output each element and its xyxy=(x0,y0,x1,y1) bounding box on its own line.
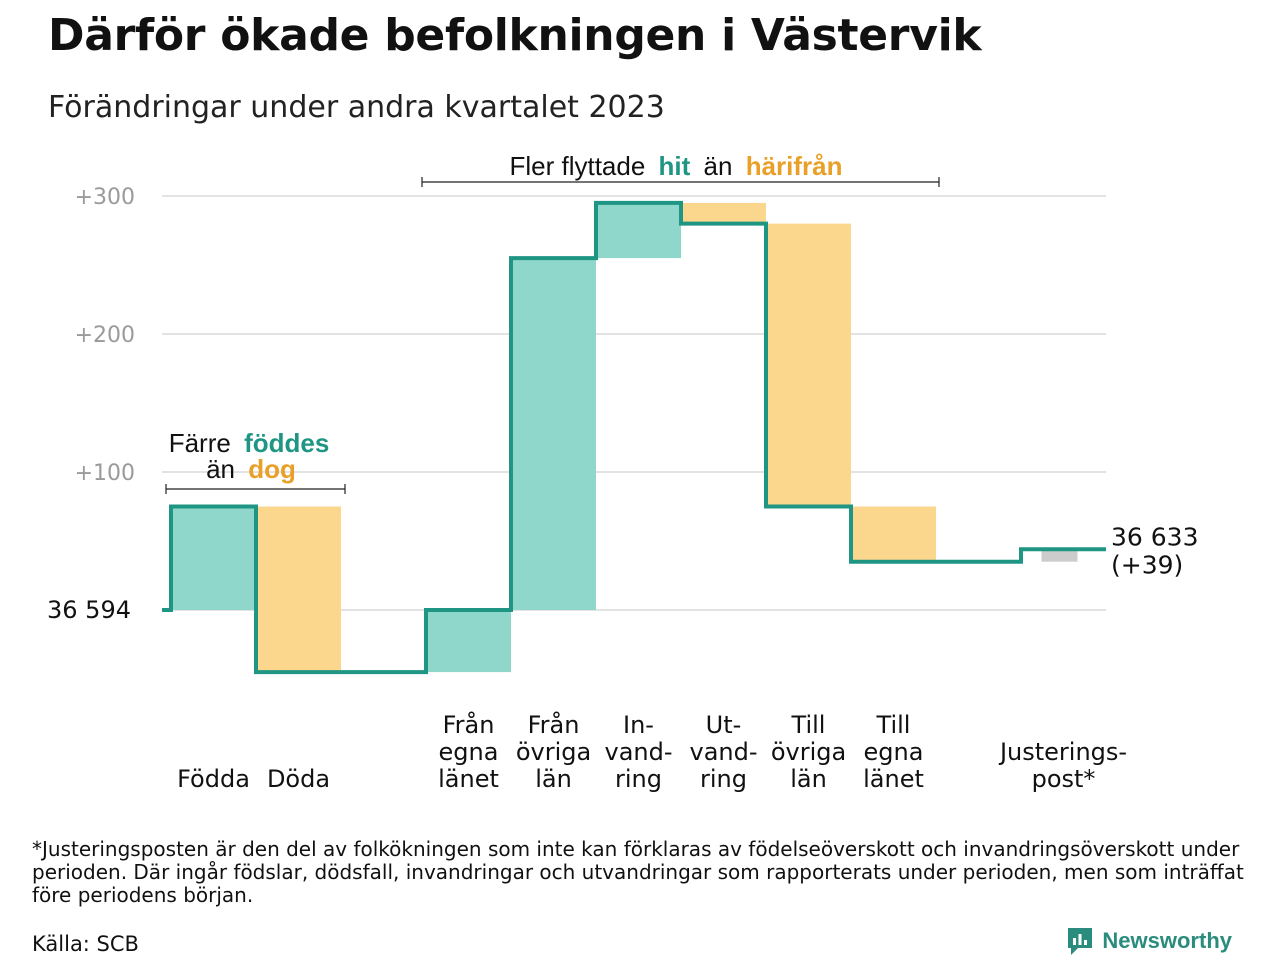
category-label: post* xyxy=(1032,765,1096,793)
births-annotation-highlight2: dog xyxy=(248,454,296,484)
y-tick-label: +200 xyxy=(75,323,135,348)
chart-subtitle: Förändringar under andra kvartalet 2023 xyxy=(48,90,665,125)
end-change-label: (+39) xyxy=(1111,550,1183,579)
bar-decrease xyxy=(851,506,936,562)
migration-annotation: Fler flyttade hit än härifrån xyxy=(509,151,842,181)
bar-increase xyxy=(511,258,596,610)
category-label: länet xyxy=(438,765,499,793)
annotation-layer: Färre föddes än dog Fler flyttade hit än… xyxy=(165,151,940,494)
start-value-label: 36 594 xyxy=(47,596,131,624)
migration-annotation-prefix: Fler flyttade xyxy=(509,151,645,181)
births-annotation-highlight: föddes xyxy=(244,428,329,458)
category-label: Från xyxy=(443,710,495,739)
category-label: länet xyxy=(863,765,924,793)
births-annotation-text2: än xyxy=(206,454,235,484)
category-label: ring xyxy=(700,765,747,793)
chart-title: Därför ökade befolkningen i Västervik xyxy=(48,10,982,61)
births-annotation-text: Färre xyxy=(169,428,231,458)
brand-name: Newsworthy xyxy=(1102,928,1232,953)
newsworthy-logo-icon xyxy=(1068,928,1093,955)
migration-annotation-highlight1: hit xyxy=(659,151,691,181)
bar-adjustment xyxy=(1041,549,1078,562)
end-value-label: 36 633 xyxy=(1111,522,1198,551)
births-annotation-line2: än dog xyxy=(206,454,296,484)
bar-increase xyxy=(426,610,511,673)
category-label: län xyxy=(535,765,572,793)
footnote: *Justeringsposten är den del av folkökni… xyxy=(32,837,1244,907)
category-label: län xyxy=(790,765,827,793)
source-label: Källa: SCB xyxy=(32,932,139,956)
category-label: vand- xyxy=(604,738,672,766)
category-label: Justerings- xyxy=(998,738,1127,766)
category-label: övriga xyxy=(516,738,591,766)
category-label: Födda xyxy=(177,765,250,793)
bar-decrease xyxy=(256,506,341,673)
bar-decrease xyxy=(681,202,766,224)
y-tick-label: +300 xyxy=(75,185,135,210)
category-label: övriga xyxy=(771,738,846,766)
line-layer xyxy=(162,200,1106,675)
births-annotation-line1: Färre föddes xyxy=(169,428,330,458)
category-label: vand- xyxy=(689,738,757,766)
brand-logo[interactable]: Newsworthy xyxy=(1066,926,1232,956)
bar-layer xyxy=(171,202,1078,673)
category-label: ring xyxy=(615,765,662,793)
category-label: egna xyxy=(864,738,924,766)
bar-decrease xyxy=(766,223,851,507)
category-label: egna xyxy=(439,738,499,766)
category-label: Till xyxy=(791,711,826,739)
cumulative-step-line xyxy=(163,200,1106,675)
category-label: Döda xyxy=(267,765,330,793)
migration-annotation-middle: än xyxy=(704,151,733,181)
category-label: Från xyxy=(528,710,580,739)
y-tick-label: +100 xyxy=(75,461,135,486)
category-label: Ut- xyxy=(706,711,742,739)
category-label: Till xyxy=(876,711,911,739)
bar-increase xyxy=(171,506,256,610)
bar-increase xyxy=(596,202,681,259)
category-label: In- xyxy=(623,711,654,739)
migration-annotation-highlight2: härifrån xyxy=(746,151,843,181)
